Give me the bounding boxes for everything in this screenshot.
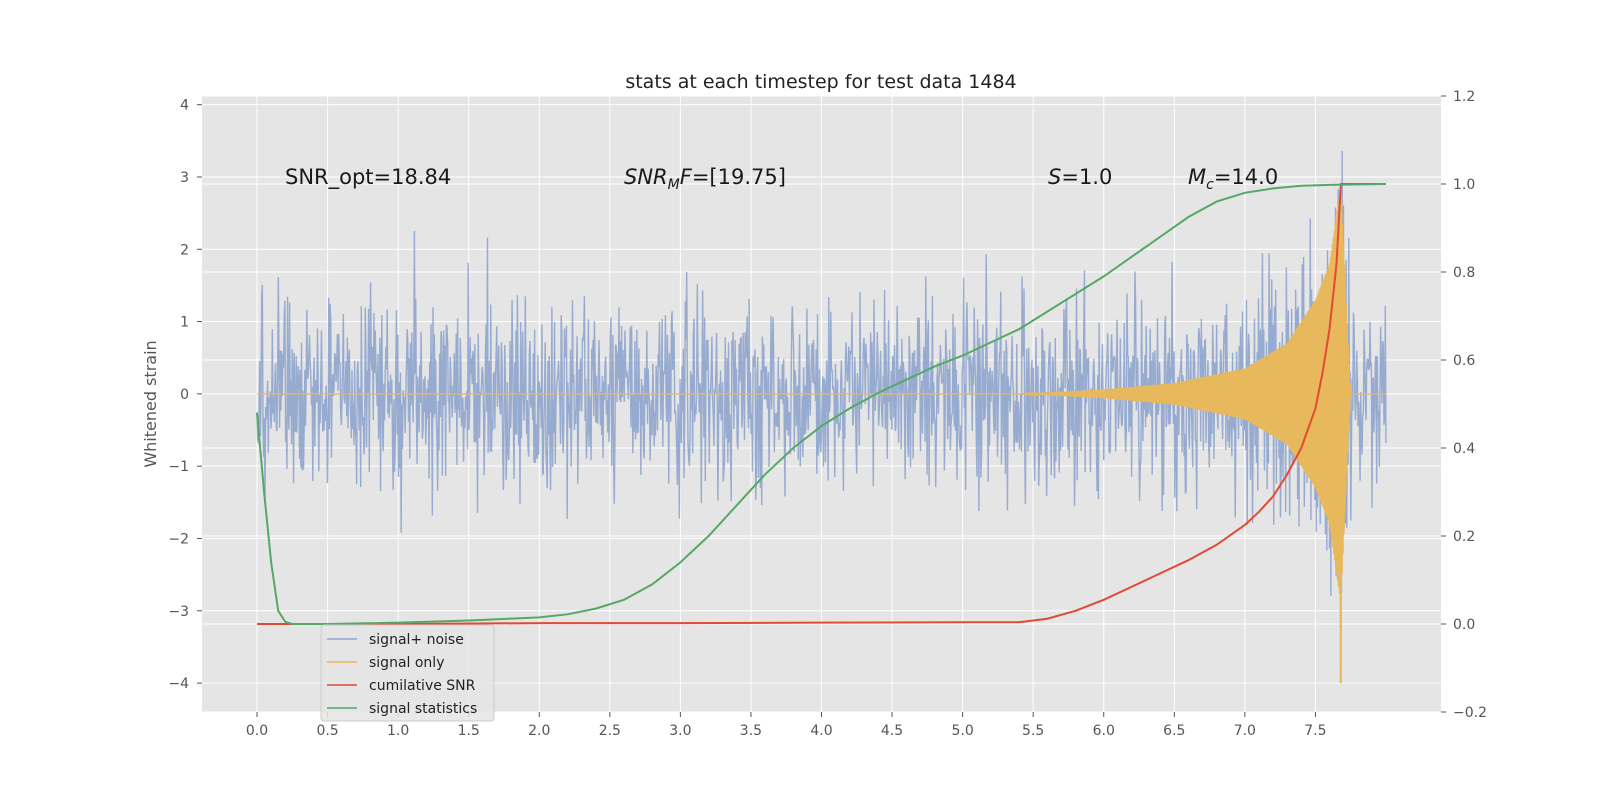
y-axis-label: Whitened strain [141,340,160,467]
legend-box [320,624,495,722]
y2-tick-label: 0.4 [1453,441,1475,457]
y2-tick-label: 1.0 [1453,177,1475,193]
x-tick-label: 4.5 [881,723,903,739]
x-tick-label: 1.0 [387,723,409,739]
annotation-snr-mf-rest: F [680,165,693,189]
x-tick-label: 5.0 [951,723,973,739]
y-tick-label: −1 [168,459,189,475]
y-tick-label: 0 [180,387,189,403]
y2-tick-label: 0.2 [1453,529,1475,545]
annotation-s-label: S [1048,165,1061,189]
y-tick-label: −2 [168,531,189,547]
x-tick-label: 4.0 [810,723,832,739]
axis-ticks: 0.0 0.5 1.0 1.5 2.0 2.5 3.0 3.5 4.0 4.5 5.0 5.5 6.0 6… [168,89,1487,739]
chart-title: stats at each timestep for test data 148… [625,71,1016,93]
signal-statistics-line [256,183,1386,625]
y-tick-label: 4 [180,98,189,114]
series-signal-noise [256,151,1387,596]
y2-tick-label: 1.2 [1453,89,1475,105]
cumulative-snr-line [257,183,1386,625]
annotation-s-value: =1.0 [1061,165,1112,189]
x-tick-label: 0.5 [316,723,338,739]
x-tick-label: 2.0 [528,723,550,739]
y2-tick-label: 0.8 [1453,265,1475,281]
annotation-mc-sub: c [1206,177,1214,193]
legend: signal+ noise signal only cumilative SNR… [320,624,495,722]
annotation-mc: Mc=14.0 [1188,165,1278,193]
x-tick-label: 3.5 [740,723,762,739]
legend-label-signal-noise: signal+ noise [369,632,464,648]
x-tick-label: 6.0 [1093,723,1115,739]
x-tick-label: 6.5 [1163,723,1185,739]
annotation-snr-mf-main: SNR [624,165,668,189]
signal-only-line [257,184,1386,684]
y-tick-label: 3 [180,170,189,186]
y-tick-label: 1 [180,315,189,331]
legend-label-signal-statistics: signal statistics [369,701,477,717]
series-signal-statistics [256,183,1386,625]
annotation-snr-opt: SNR_opt=18.84 [285,165,451,190]
series-cumulative-snr [257,183,1386,625]
y-tick-label: −3 [168,604,189,620]
y-tick-label: 2 [180,242,189,258]
y-tick-label: −4 [168,676,189,692]
x-tick-label: 2.5 [599,723,621,739]
x-tick-label: 7.5 [1304,723,1326,739]
annotation-snr-mf-sub: M [668,177,680,193]
annotation-snr-mf-value: =[19.75] [692,165,786,189]
x-tick-label: 3.0 [669,723,691,739]
y2-tick-label: 0.6 [1453,353,1475,369]
x-tick-label: 0.0 [246,723,268,739]
y2-tick-label: 0.0 [1453,617,1475,633]
annotation-snr-mf: SNRMF=[19.75] [624,165,786,193]
y2-tick-label: −0.2 [1453,705,1487,721]
series-signal-only [257,184,1386,684]
annotation-s: S=1.0 [1048,165,1112,189]
signal-noise-line [256,151,1387,596]
x-tick-label: 1.5 [458,723,480,739]
legend-label-cumulative-snr: cumilative SNR [369,678,476,694]
x-tick-label: 5.5 [1022,723,1044,739]
annotation-mc-value: =14.0 [1214,165,1278,189]
annotation-mc-label: M [1188,165,1206,189]
legend-label-signal-only: signal only [369,655,444,671]
x-tick-label: 7.0 [1234,723,1256,739]
